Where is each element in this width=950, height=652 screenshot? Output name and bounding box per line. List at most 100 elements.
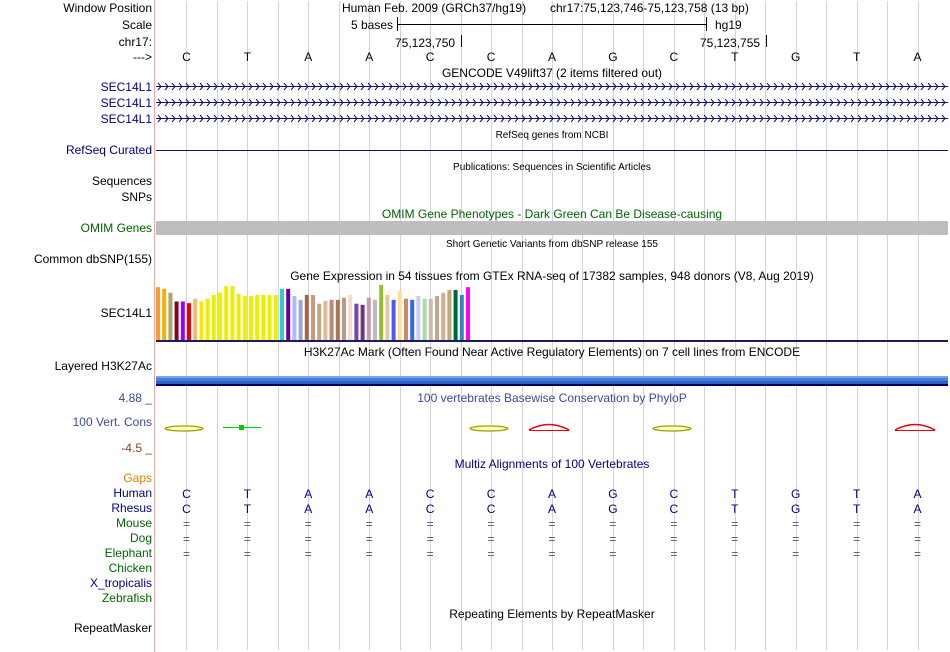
gtex-tissue-bar[interactable] [286, 288, 291, 340]
gtex-tissue-bar[interactable] [354, 303, 359, 340]
phylop-conservation-mark[interactable] [469, 425, 509, 432]
gtex-tissue-bar[interactable] [187, 303, 191, 340]
gtex-tissue-bar[interactable] [193, 298, 198, 340]
reference-base: T [852, 50, 861, 64]
gtex-tissue-bar[interactable] [317, 303, 322, 340]
reference-base: A [304, 50, 313, 64]
gtex-tissue-bar[interactable] [261, 294, 266, 340]
gtex-tissue-bar[interactable] [249, 296, 253, 340]
gtex-tissue-bar[interactable] [311, 294, 315, 340]
gtex-tissue-bar[interactable] [416, 296, 421, 340]
omim-gene-bar[interactable] [156, 221, 948, 235]
phylop-conservation-mark[interactable] [894, 423, 936, 431]
gtex-tissue-bar[interactable] [180, 301, 185, 341]
species-label-x-tropicalis[interactable]: X_tropicalis [89, 576, 152, 590]
gtex-tissue-bar[interactable] [174, 301, 179, 341]
gtex-tissue-bar[interactable] [280, 288, 284, 340]
gtex-tissue-bar[interactable] [323, 300, 328, 340]
gtex-tissue-bar[interactable] [428, 298, 433, 340]
alignment-base: C [486, 487, 496, 501]
gtex-tissue-bar[interactable] [373, 299, 377, 340]
gtex-tissue-bar[interactable] [459, 294, 464, 340]
gtex-tissue-bar[interactable] [342, 297, 346, 340]
gtex-tissue-bar[interactable] [447, 289, 452, 340]
gtex-tissue-bar[interactable] [404, 298, 408, 340]
alignment-match: = [243, 517, 251, 531]
gtex-tissue-bar[interactable] [435, 296, 439, 340]
gtex-tissue-bar[interactable] [360, 304, 365, 340]
alignment-match: = [548, 547, 556, 561]
alignment-base: A [913, 487, 922, 501]
species-label-human[interactable]: Human [113, 486, 152, 500]
gtex-tissue-bar[interactable] [292, 296, 297, 340]
gtex-tissue-bar[interactable] [211, 294, 216, 340]
gtex-tissue-bar[interactable] [410, 299, 415, 340]
gtex-tissue-bar[interactable] [205, 298, 210, 340]
alignment-match: = [731, 532, 739, 546]
gtex-tissue-bar[interactable] [224, 286, 229, 340]
gtex-tissue-bar[interactable] [230, 286, 235, 340]
gtex-tissue-bar[interactable] [199, 301, 204, 341]
species-label-rhesus[interactable]: Rhesus [111, 501, 152, 515]
alignment-match: = [792, 547, 800, 561]
gtex-tissue-bar[interactable] [466, 287, 470, 340]
species-label-mouse[interactable]: Mouse [115, 516, 152, 530]
species-label-elephant[interactable]: Elephant [104, 546, 152, 560]
strand-chevrons [157, 82, 946, 91]
species-label-dog[interactable]: Dog [129, 531, 152, 545]
dbsnp-track-label[interactable]: Common dbSNP(155) [33, 252, 152, 266]
strand-chevrons [157, 98, 946, 107]
phylop-conservation-mark[interactable] [164, 425, 204, 432]
phylop-conservation-mark[interactable] [652, 425, 692, 432]
gtex-tissue-bar[interactable] [162, 288, 167, 340]
phylop-conservation-mark[interactable] [528, 423, 570, 431]
gencode-item-label[interactable]: SEC14L1 [100, 96, 152, 110]
alignment-base: T [731, 487, 739, 501]
alignment-match: = [487, 517, 495, 531]
gtex-tissue-bar[interactable] [255, 294, 260, 340]
phylop-track-label[interactable]: 100 Vert. Cons [72, 415, 152, 429]
h3k27ac-signal [156, 376, 948, 378]
gtex-tissue-bar[interactable] [391, 299, 396, 340]
gtex-tissue-bar[interactable] [397, 291, 402, 340]
alignment-base: C [486, 502, 496, 516]
gtex-tissue-bar[interactable] [422, 298, 427, 340]
gtex-tissue-bar[interactable] [453, 289, 458, 340]
publications-sequences-label[interactable]: Sequences [91, 174, 152, 188]
gtex-tissue-bar[interactable] [335, 299, 340, 340]
alignment-match: = [365, 517, 373, 531]
gencode-item-label[interactable]: SEC14L1 [100, 112, 152, 126]
alignment-match: = [182, 547, 190, 561]
gencode-item-label[interactable]: SEC14L1 [100, 80, 152, 94]
species-label-zebrafish[interactable]: Zebrafish [101, 591, 152, 605]
gtex-tissue-bar[interactable] [298, 299, 303, 340]
gtex-tissue-bar[interactable] [218, 292, 222, 340]
gtex-tissue-bar[interactable] [348, 294, 353, 340]
gtex-track-title: Gene Expression in 54 tissues from GTEx … [290, 269, 814, 283]
gtex-tissue-bar[interactable] [168, 292, 173, 340]
gtex-tissue-bar[interactable] [304, 294, 309, 340]
gtex-tissue-bar[interactable] [236, 293, 241, 340]
gtex-track-label[interactable]: SEC14L1 [100, 306, 152, 320]
gtex-tissue-bar[interactable] [385, 294, 390, 340]
gaps-label[interactable]: Gaps [123, 471, 152, 485]
gtex-tissue-bar[interactable] [267, 294, 272, 340]
gtex-tissue-bar[interactable] [273, 294, 278, 340]
window-position-label: Window Position [63, 1, 152, 15]
gtex-tissue-bar[interactable] [156, 287, 160, 340]
gtex-tissue-bar[interactable] [379, 285, 384, 340]
gtex-tissue-bar[interactable] [366, 297, 371, 340]
omim-track-label[interactable]: OMIM Genes [80, 221, 152, 235]
species-label-chicken[interactable]: Chicken [108, 561, 152, 575]
gtex-tissue-bar[interactable] [329, 299, 334, 340]
repeatmasker-track-label[interactable]: RepeatMasker [73, 621, 152, 635]
gtex-tissue-bar[interactable] [242, 296, 247, 340]
reference-base: C [486, 50, 496, 64]
alignment-match: = [487, 547, 495, 561]
h3k27ac-track-label[interactable]: Layered H3K27Ac [54, 359, 152, 373]
phylop-conservation-mark[interactable] [239, 425, 244, 430]
publications-snps-label[interactable]: SNPs [121, 190, 152, 204]
gtex-tissue-bar[interactable] [441, 292, 446, 340]
refseq-track-label[interactable]: RefSeq Curated [65, 143, 152, 157]
